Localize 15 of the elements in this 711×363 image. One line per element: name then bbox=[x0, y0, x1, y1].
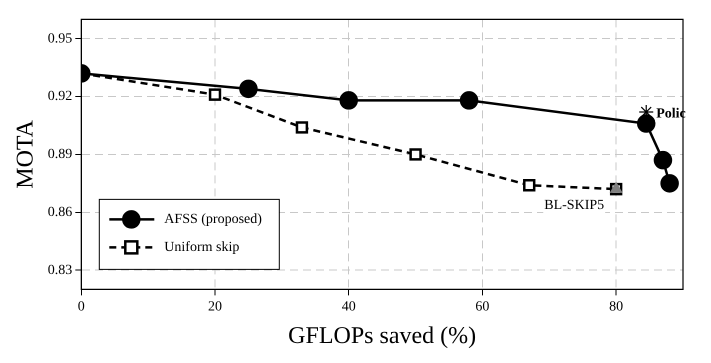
x-tick-label: 80 bbox=[609, 299, 624, 314]
annotation: BL-SKIP5 bbox=[544, 198, 604, 213]
x-tick-label: 20 bbox=[208, 299, 222, 314]
legend-label: AFSS (proposed) bbox=[164, 212, 262, 228]
y-tick-label: 0.92 bbox=[48, 89, 72, 104]
x-tick-label: 0 bbox=[78, 299, 85, 314]
legend-label: Uniform skip bbox=[164, 240, 240, 256]
y-tick-label: 0.95 bbox=[48, 31, 72, 46]
x-tick-label: 40 bbox=[342, 299, 356, 314]
x-axis-title: GFLOPs saved (%) bbox=[288, 322, 476, 349]
x-tick-label: 60 bbox=[475, 299, 490, 314]
y-tick-label: 0.89 bbox=[48, 147, 72, 162]
y-tick-label: 0.86 bbox=[48, 204, 72, 220]
y-tick-label: 0.83 bbox=[48, 262, 72, 278]
y-axis-title: MOTA bbox=[12, 119, 39, 189]
